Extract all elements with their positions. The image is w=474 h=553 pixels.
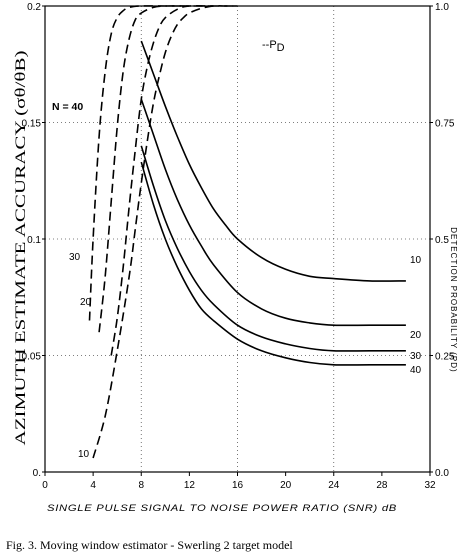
accuracy-line-n10: [140, 40, 406, 282]
y2-tick-label: 1.0: [435, 2, 449, 13]
x-tick-label: 32: [424, 480, 436, 491]
figure-caption: Fig. 3. Moving window estimator - Swerli…: [6, 538, 293, 552]
annotation-n40: N = 40: [52, 101, 83, 113]
annotation-acc-30: 30: [410, 351, 422, 362]
y2-tick-label: 0.5: [435, 235, 449, 246]
x-tick-label: 20: [280, 480, 292, 491]
y2-tick-label: 0.75: [435, 119, 455, 130]
detection-probability-series: [88, 4, 238, 459]
x-tick-label: 8: [138, 480, 144, 491]
annotation-pd-30: 30: [69, 252, 81, 263]
accuracy-line-n40: [140, 161, 406, 366]
annotation-acc-40: 40: [410, 365, 422, 376]
y2-tick-label: 0.25: [435, 352, 455, 363]
x-tick-label: 24: [328, 480, 340, 491]
y-tick-label: 0.2: [27, 2, 41, 13]
pd-line-40: [88, 5, 190, 321]
y-axis-ticks: 0. 0.05 0.1 0.15 0.2: [22, 2, 45, 479]
y-tick-label: 0.05: [22, 352, 42, 363]
x-tick-label: 16: [232, 480, 244, 491]
accuracy-line-n30: [140, 145, 406, 352]
y-tick-label: 0.: [33, 468, 41, 479]
y-tick-label: 0.15: [22, 119, 42, 130]
annotation-pd-20: 20: [80, 297, 92, 308]
x-tick-label: 12: [184, 480, 196, 491]
accuracy-line-n20: [140, 98, 406, 327]
y2-axis-ticks: 0.0 0.25 0.5 0.75 1.0: [430, 2, 455, 479]
accuracy-series: [140, 40, 406, 366]
legend-label: --PD: [262, 39, 285, 54]
x-axis-label: SINGLE PULSE SIGNAL TO NOISE POWER RATIO…: [47, 503, 397, 514]
y2-axis-label: DETECTION PROBABILITY (PD): [449, 227, 458, 372]
annotation-acc-20: 20: [410, 330, 422, 341]
annotation-pd-10: 10: [78, 449, 90, 460]
pd-line-30: [98, 5, 214, 333]
y2-tick-label: 0.0: [435, 468, 449, 479]
x-tick-label: 0: [42, 480, 48, 491]
pd-line-10: [92, 5, 238, 459]
x-tick-label: 4: [90, 480, 96, 491]
x-tick-label: 28: [376, 480, 388, 491]
x-axis-ticks: 0 4 8 12 16 20 24 28 32: [42, 472, 436, 491]
legend: --PD: [262, 39, 285, 54]
y-tick-label: 0.1: [27, 235, 41, 246]
pd-line-20: [110, 4, 238, 356]
annotation-acc-10: 10: [410, 255, 422, 266]
y-axis-label: AZIMUTH ESTIMATE ACCURACY (σθ/θB): [13, 50, 29, 445]
